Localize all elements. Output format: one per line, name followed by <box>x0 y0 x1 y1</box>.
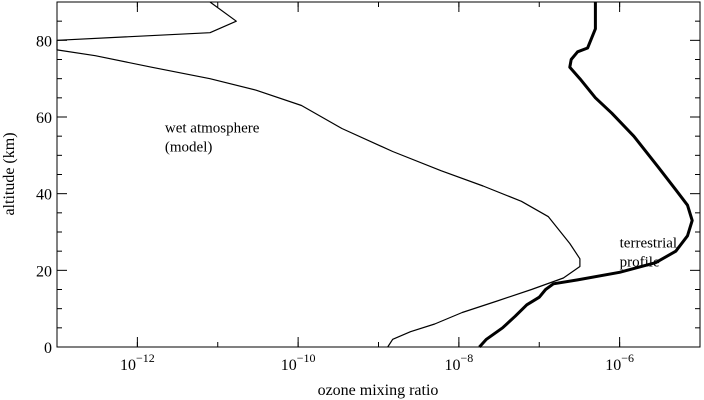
y-tick-label-3: 60 <box>36 110 52 127</box>
y-axis-label: altitude (km) <box>1 132 18 215</box>
series-line-terrestrial <box>478 2 694 349</box>
series-label-wet-0: wet atmosphere <box>165 120 260 136</box>
y-tick-label-0: 0 <box>44 340 52 357</box>
series-label-terrestrial-0: terrestrial <box>620 235 677 251</box>
x-tick-label-1: 10−10 <box>281 351 316 374</box>
series-line-wet <box>56 1 581 348</box>
y-tick-label-1: 20 <box>36 263 52 280</box>
x-tick-label-2: 10−8 <box>444 351 473 374</box>
x-tick-label-0: 10−12 <box>120 351 155 374</box>
series-layer <box>56 1 694 349</box>
series-label-wet-1: (model) <box>165 139 212 155</box>
x-axis-label: ozone mixing ratio <box>318 382 439 399</box>
axis-ticks: 10−12 10−10 10−8 10−6 0 20 40 60 80 <box>36 1 701 374</box>
y-tick-label-2: 40 <box>36 187 52 204</box>
plot-frame <box>56 1 701 348</box>
annotation-layer: wet atmosphere (model) terrestrial profile <box>165 120 677 270</box>
y-tick-label-4: 80 <box>36 33 52 50</box>
series-label-terrestrial-1: profile <box>620 254 660 270</box>
x-tick-label-3: 10−6 <box>605 351 634 374</box>
